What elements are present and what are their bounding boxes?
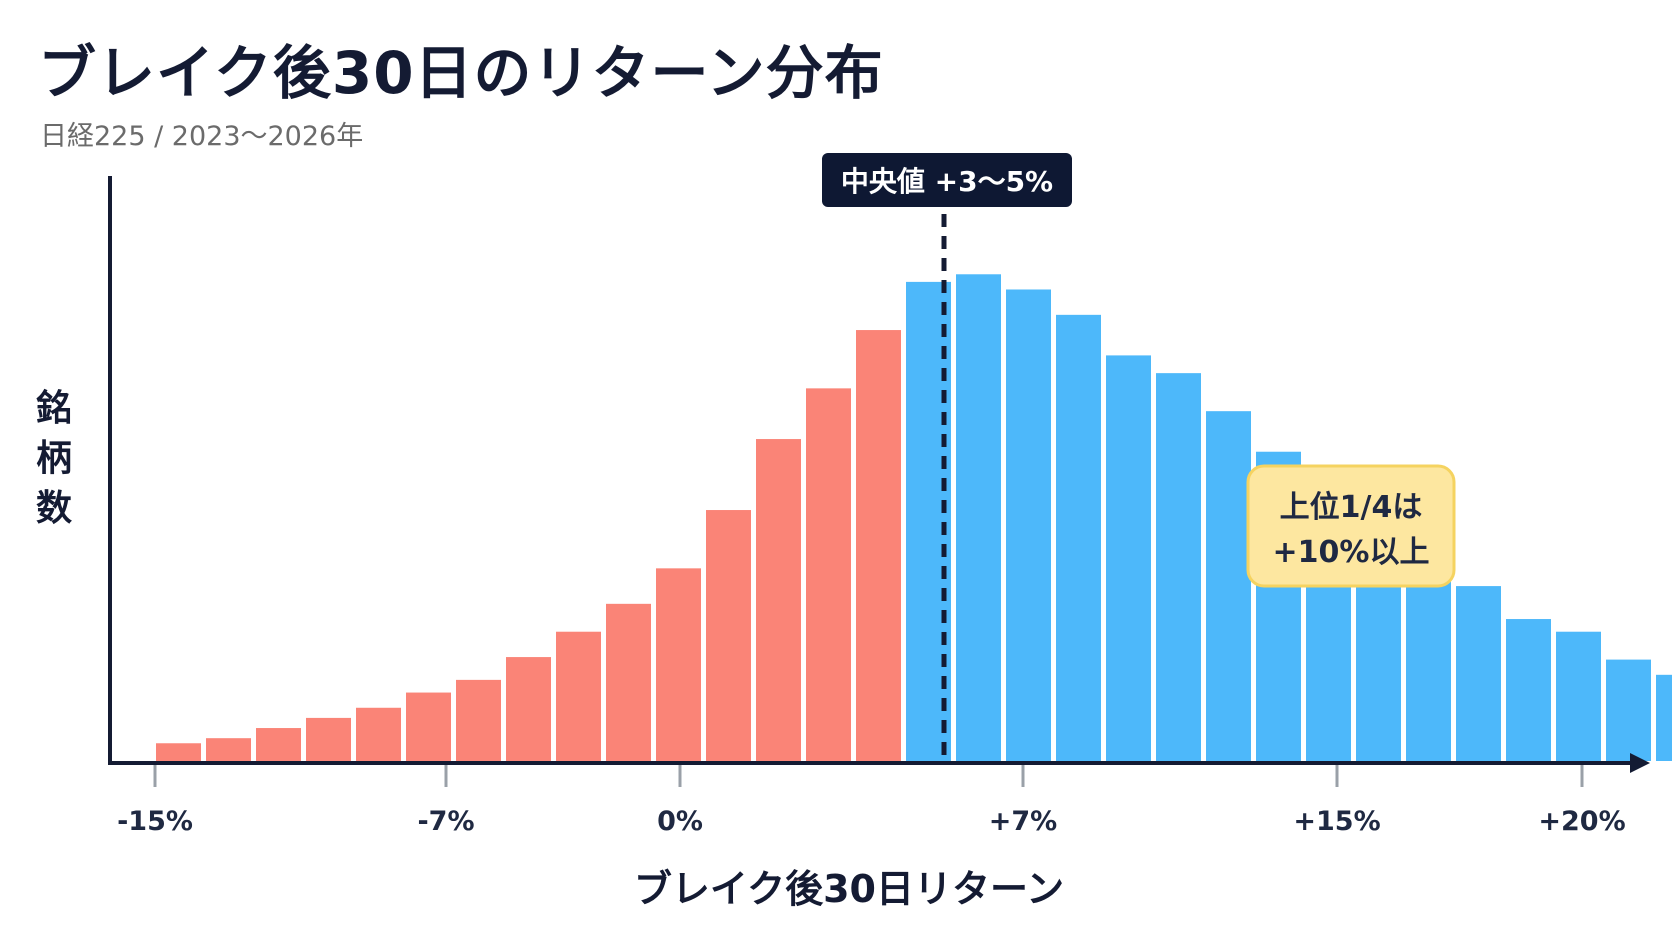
x-axis-arrow-icon (1630, 753, 1650, 773)
x-tick-label: 0% (657, 806, 703, 837)
x-ticks-group: -15% -7% 0% +7% +15% +20% (117, 765, 1626, 837)
histogram-bar (1556, 631, 1601, 761)
histogram-bar (306, 717, 351, 761)
annotation-note: 上位1/4は +10%以上 (1246, 464, 1456, 588)
annotation-line-1: 上位1/4は (1280, 490, 1423, 525)
x-tick-label: -7% (417, 806, 474, 837)
histogram-bar (206, 738, 251, 761)
histogram-bar (1406, 565, 1451, 761)
histogram-bar (956, 274, 1001, 761)
histogram-bar (1006, 289, 1051, 761)
annotation-box (1246, 464, 1456, 588)
histogram-bar (606, 603, 651, 761)
histogram-bar (706, 510, 751, 761)
y-axis-label-char: 銘 (36, 388, 72, 429)
annotation-line-2: +10%以上 (1273, 535, 1430, 570)
x-tick-label: +7% (989, 806, 1057, 837)
chart-subtitle: 日経225 / 2023〜2026年 (40, 121, 364, 152)
histogram-bar (856, 330, 901, 761)
median-label-box (822, 153, 1072, 207)
histogram-bar (756, 439, 801, 761)
histogram-bar (1106, 355, 1151, 761)
y-axis-label-char: 柄 (36, 438, 72, 479)
median-label: 中央値 +3〜5% (822, 153, 1072, 207)
histogram-bar (506, 657, 551, 761)
histogram-bar (356, 707, 401, 761)
histogram-bar (1606, 659, 1651, 761)
x-tick-label: +20% (1538, 806, 1625, 837)
histogram-bar (456, 679, 501, 761)
histogram-bar (656, 568, 701, 761)
histogram-bar (406, 692, 451, 761)
y-axis-label: 銘柄数 (36, 388, 72, 529)
median-label-text: 中央値 +3〜5% (841, 165, 1053, 198)
histogram-bar (1456, 586, 1501, 761)
histogram-bar (806, 388, 851, 761)
x-tick-label: +15% (1293, 806, 1380, 837)
histogram-bar (556, 631, 601, 761)
y-axis-label-char: 数 (36, 488, 72, 529)
x-axis-label: ブレイク後30日リターン (634, 867, 1064, 911)
histogram-bar (256, 728, 301, 761)
chart-title: ブレイク後30日のリターン分布 (38, 39, 884, 107)
histogram-bar (156, 743, 201, 761)
histogram-bar (1506, 619, 1551, 761)
histogram-bar (1056, 314, 1101, 761)
x-tick-label: -15% (117, 806, 193, 837)
histogram-bar (1206, 411, 1251, 761)
histogram-bar (1656, 674, 1672, 761)
histogram-bar (1156, 373, 1201, 761)
